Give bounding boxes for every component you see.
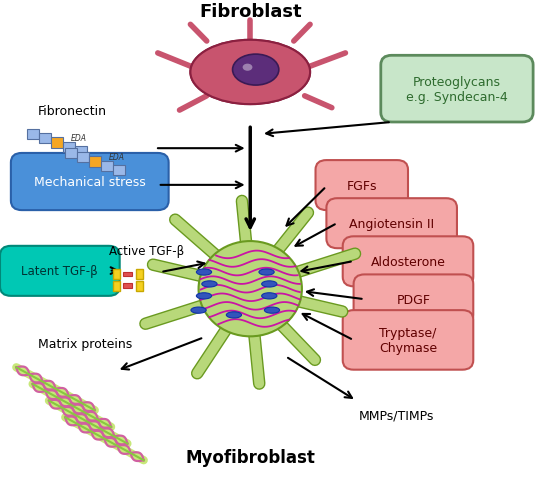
FancyBboxPatch shape — [63, 142, 75, 152]
Ellipse shape — [199, 242, 302, 337]
Text: Tryptase/
Chymase: Tryptase/ Chymase — [379, 326, 437, 354]
Text: PDGF: PDGF — [397, 293, 430, 306]
FancyBboxPatch shape — [27, 129, 39, 140]
Text: Matrix proteins: Matrix proteins — [38, 337, 132, 350]
FancyBboxPatch shape — [75, 147, 87, 157]
Ellipse shape — [196, 293, 212, 299]
Ellipse shape — [191, 307, 206, 314]
FancyBboxPatch shape — [343, 237, 473, 287]
Ellipse shape — [262, 281, 277, 287]
Ellipse shape — [243, 64, 252, 72]
Ellipse shape — [232, 55, 279, 86]
Text: EDA: EDA — [109, 153, 125, 162]
FancyBboxPatch shape — [51, 138, 63, 149]
FancyBboxPatch shape — [136, 281, 143, 291]
FancyBboxPatch shape — [77, 152, 89, 163]
Ellipse shape — [259, 270, 274, 275]
FancyBboxPatch shape — [113, 281, 120, 291]
Ellipse shape — [190, 41, 310, 105]
FancyBboxPatch shape — [89, 157, 101, 167]
FancyBboxPatch shape — [123, 284, 132, 288]
FancyBboxPatch shape — [123, 272, 132, 277]
Text: Fibronectin: Fibronectin — [38, 105, 107, 117]
Text: Fibroblast: Fibroblast — [199, 2, 301, 20]
Text: Myofibroblast: Myofibroblast — [186, 448, 315, 466]
Text: Latent TGF-β: Latent TGF-β — [21, 265, 98, 278]
Ellipse shape — [190, 41, 310, 105]
FancyBboxPatch shape — [381, 56, 533, 123]
Ellipse shape — [264, 307, 280, 314]
Text: MMPs/TIMPs: MMPs/TIMPs — [359, 408, 435, 422]
FancyBboxPatch shape — [113, 269, 120, 280]
Text: FGFs: FGFs — [347, 179, 377, 192]
FancyBboxPatch shape — [65, 149, 77, 159]
FancyBboxPatch shape — [39, 134, 51, 144]
Text: Aldosterone: Aldosterone — [370, 255, 446, 268]
Text: EDA: EDA — [71, 134, 86, 143]
FancyBboxPatch shape — [316, 161, 408, 211]
Ellipse shape — [196, 270, 212, 275]
FancyBboxPatch shape — [354, 275, 473, 325]
FancyBboxPatch shape — [11, 153, 169, 211]
FancyBboxPatch shape — [0, 246, 120, 296]
Ellipse shape — [202, 281, 217, 287]
Text: Angiotensin II: Angiotensin II — [349, 217, 434, 230]
FancyBboxPatch shape — [343, 311, 473, 370]
Ellipse shape — [226, 312, 242, 318]
Text: Active TGF-β: Active TGF-β — [109, 244, 184, 257]
Ellipse shape — [262, 293, 277, 299]
FancyBboxPatch shape — [326, 199, 457, 249]
FancyBboxPatch shape — [113, 166, 125, 176]
FancyBboxPatch shape — [136, 269, 143, 280]
Text: Proteoglycans
e.g. Syndecan-4: Proteoglycans e.g. Syndecan-4 — [406, 76, 508, 104]
FancyBboxPatch shape — [101, 161, 113, 172]
Text: Mechanical stress: Mechanical stress — [34, 176, 146, 189]
